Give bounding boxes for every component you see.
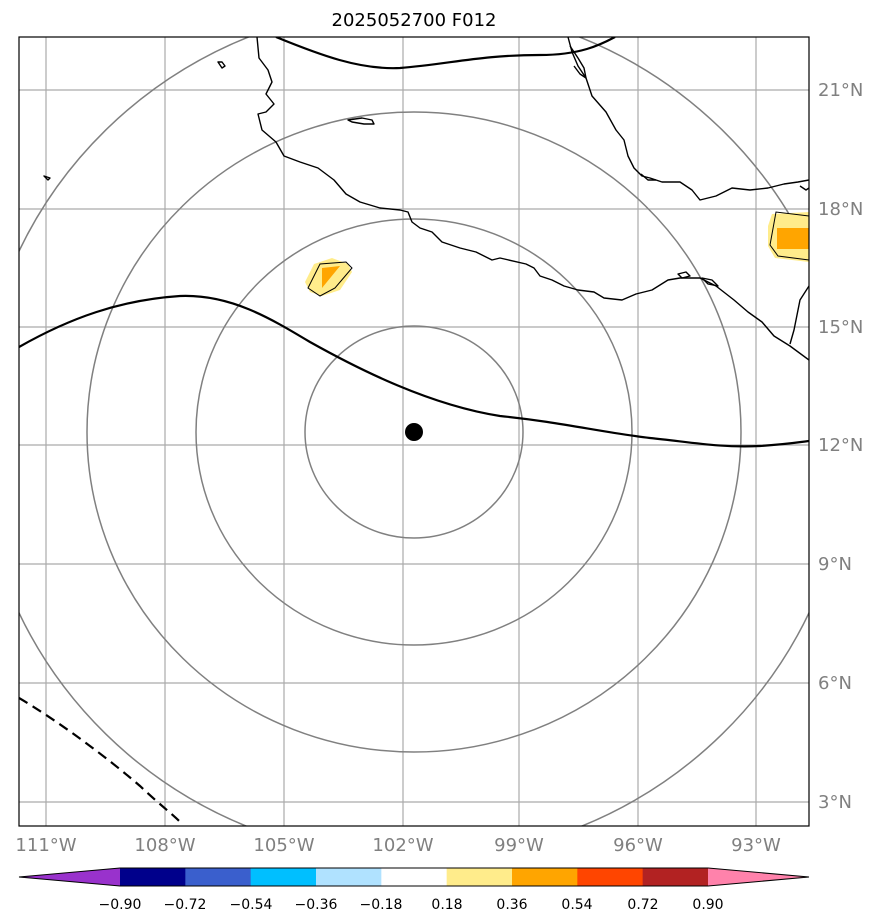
latitude-labels: 21°N 18°N 15°N 12°N 9°N 6°N 3°N	[818, 80, 863, 813]
lon-label: 111°W	[15, 835, 76, 856]
colorbar-tick-label: 0.36	[496, 897, 527, 913]
lon-label: 105°W	[253, 835, 314, 856]
range-ring-1	[304, 325, 524, 539]
lon-label: 96°W	[613, 835, 663, 856]
anomaly-contour-2	[769, 211, 809, 261]
colorbar-swatch	[316, 868, 382, 886]
graticule	[19, 37, 809, 826]
island-1	[217, 61, 226, 69]
colorbar-ticks: −0.90 −0.72 −0.54 −0.36 −0.18 0.18 0.36 …	[99, 897, 724, 913]
colorbar-tick-label: −0.90	[99, 897, 142, 913]
colorbar-swatch	[250, 868, 317, 886]
coastline	[43, 37, 809, 361]
colorbar-outline	[18, 867, 810, 887]
lat-label: 9°N	[818, 554, 852, 575]
colorbar-extend-low	[19, 868, 120, 886]
colorbar-swatch	[185, 868, 252, 886]
coastline-lagoon	[640, 173, 656, 181]
contour-lines	[19, 37, 809, 825]
colorbar-tick-label: −0.36	[295, 897, 338, 913]
lat-label: 6°N	[818, 673, 852, 694]
colorbar-tick-label: 0.72	[627, 897, 658, 913]
coastline-isthmus	[789, 285, 809, 345]
colorbar-swatch	[446, 868, 513, 886]
colorbar-tick-label: 0.54	[561, 897, 592, 913]
colorbar-extend-high	[708, 868, 809, 886]
contour-dashed	[19, 697, 183, 825]
colorbar-swatch	[642, 868, 709, 886]
island-2	[43, 175, 51, 181]
range-ring-2	[195, 218, 633, 646]
range-ring-3	[86, 111, 742, 753]
colorbar-swatch	[381, 868, 448, 886]
lat-label: 12°N	[818, 435, 863, 456]
colorbar-tick-label: 0.90	[692, 897, 723, 913]
lat-label: 21°N	[818, 80, 863, 101]
colorbar-swatch	[577, 868, 644, 886]
coastline-peninsula	[799, 185, 809, 191]
colorbar-swatch	[512, 868, 578, 886]
map-frame	[18, 36, 810, 827]
colorbar-tick-label: −0.54	[230, 897, 273, 913]
storm-center-marker	[405, 423, 423, 441]
lat-label: 15°N	[818, 317, 863, 338]
figure-title: 2025052700 F012	[332, 10, 497, 31]
contour-main	[19, 294, 809, 448]
lon-label: 108°W	[134, 835, 195, 856]
anomaly-patch-2-core	[777, 228, 809, 249]
colorbar: −0.90 −0.72 −0.54 −0.36 −0.18 0.18 0.36 …	[18, 867, 810, 913]
lat-label: 18°N	[818, 199, 863, 220]
island-4	[677, 271, 691, 279]
coastline-gulf	[567, 37, 809, 201]
coastline-inlet	[569, 45, 587, 79]
colorbar-tick-label: −0.18	[360, 897, 403, 913]
anomaly-patch-1-core	[322, 266, 340, 288]
lat-label: 3°N	[818, 792, 852, 813]
colorbar-tick-label: 0.18	[431, 897, 462, 913]
longitude-labels: 111°W 108°W 105°W 102°W 99°W 96°W 93°W	[15, 835, 781, 856]
anomaly-contour-1	[307, 261, 353, 297]
range-rings	[19, 37, 809, 826]
island-3	[347, 117, 375, 125]
lon-label: 93°W	[731, 835, 781, 856]
colorbar-swatches	[18, 867, 810, 887]
lon-label: 102°W	[372, 835, 433, 856]
map-panel	[19, 37, 809, 826]
lon-label: 99°W	[494, 835, 544, 856]
colorbar-tick-label: −0.72	[164, 897, 207, 913]
colorbar-swatch	[120, 868, 186, 886]
contour-north	[275, 37, 616, 70]
island-5	[701, 277, 719, 287]
shaded-field	[305, 211, 809, 297]
